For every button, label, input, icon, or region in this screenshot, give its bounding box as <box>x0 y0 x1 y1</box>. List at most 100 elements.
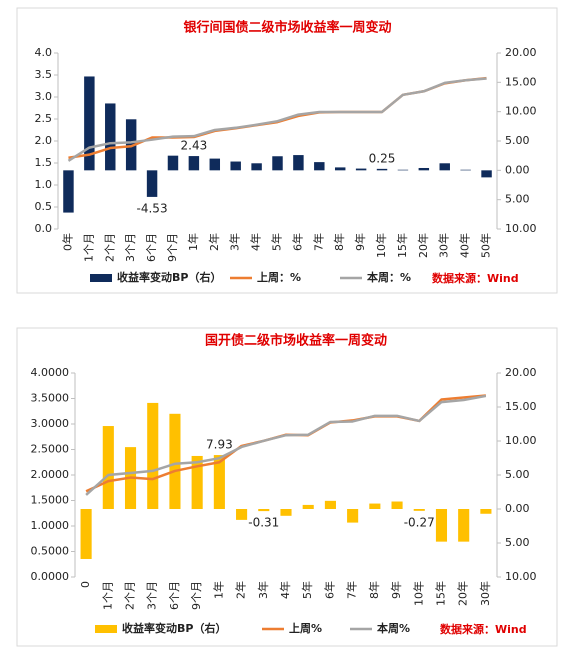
y-tick-label: 1.0000 <box>31 519 70 532</box>
data-label: 7.93 <box>206 438 233 452</box>
data-label: -4.53 <box>137 201 168 215</box>
x-tick-label: 20年 <box>416 233 430 258</box>
y2-tick-label: 0.00 <box>505 502 530 515</box>
x-tick-label: 3个月 <box>146 581 159 610</box>
x-tick-label: 9年 <box>353 233 367 251</box>
bar <box>481 170 492 178</box>
data-label: 2.43 <box>181 139 208 153</box>
bar <box>418 167 430 171</box>
line-series <box>67 77 487 162</box>
bar <box>84 76 95 171</box>
bar <box>167 155 179 171</box>
x-tick-label: 9年 <box>389 581 403 599</box>
bar <box>80 509 92 559</box>
data-label: -0.31 <box>248 516 279 530</box>
bar <box>458 509 470 542</box>
bar <box>147 402 159 509</box>
y2-tick-label: 0.00 <box>505 163 530 176</box>
y2-tick-label: 10.00 <box>505 222 537 235</box>
y2-tick-label: 10.00 <box>505 105 537 118</box>
bar <box>369 503 381 509</box>
data-label: -0.27 <box>404 515 435 529</box>
x-tick-label: 1年 <box>211 581 225 599</box>
line-series <box>85 394 487 493</box>
x-tick-label: 30年 <box>437 233 451 258</box>
y-tick-label: 4.0000 <box>31 366 70 379</box>
x-tick-label: 6年 <box>290 233 304 251</box>
y-tick-label: 4.0 <box>35 46 53 59</box>
x-tick-label: 9个月 <box>190 581 203 610</box>
bar <box>293 155 304 171</box>
y-tick-label: 3.5 <box>35 68 53 81</box>
bar <box>397 169 409 171</box>
x-tick-label: 4年 <box>249 233 263 251</box>
bar <box>251 163 262 171</box>
x-tick-label: 5年 <box>300 581 314 599</box>
legend-label: 本周：% <box>367 270 411 284</box>
y-tick-label: 2.5000 <box>31 443 70 456</box>
y-tick-label: 0.5000 <box>31 545 70 558</box>
source-note: 数据来源：Wind <box>440 622 527 636</box>
bar <box>272 156 283 171</box>
chart-title: 国开债二级市场收益率一周变动 <box>205 333 387 349</box>
y-tick-label: 0.0000 <box>31 570 70 583</box>
x-tick-label: 40年 <box>458 233 472 258</box>
x-tick-label: 10年 <box>411 581 425 606</box>
x-tick-label: 20年 <box>456 581 470 606</box>
bar <box>334 167 346 171</box>
y2-tick-label: 5.00 <box>505 193 530 206</box>
x-tick-label: 5年 <box>270 233 284 251</box>
x-tick-label: 1个月 <box>82 233 95 262</box>
bar <box>236 509 248 520</box>
x-tick-label: 8年 <box>367 581 381 599</box>
bar <box>125 119 137 171</box>
x-tick-label: 50年 <box>479 233 493 258</box>
chart-frame <box>16 327 558 647</box>
bar <box>391 501 403 509</box>
x-tick-label: 2年 <box>207 233 221 251</box>
bar <box>435 509 448 542</box>
bar <box>376 168 388 171</box>
bar <box>230 161 241 171</box>
x-tick-label: 7年 <box>345 581 359 599</box>
y-tick-label: 3.0 <box>35 90 53 103</box>
bar <box>302 504 314 509</box>
x-tick-label: 9个月 <box>166 233 179 262</box>
bar <box>191 455 203 509</box>
x-tick-label: 6个月 <box>168 581 181 610</box>
x-tick-label: 4年 <box>278 581 292 599</box>
bar <box>213 455 225 509</box>
bar <box>480 509 492 514</box>
x-tick-label: 10年 <box>374 233 388 258</box>
bar <box>209 158 221 171</box>
y-tick-label: 0.0 <box>35 222 53 235</box>
bar <box>413 509 425 511</box>
bar <box>355 168 367 171</box>
y2-tick-label: 5.00 <box>505 134 530 147</box>
data-label: 0.25 <box>369 151 396 165</box>
x-tick-label: 2个月 <box>103 233 116 262</box>
y2-tick-label: 5.00 <box>505 536 530 549</box>
legend-swatch <box>95 625 117 633</box>
x-tick-label: 15年 <box>395 233 409 258</box>
x-tick-label: 1年 <box>186 233 200 251</box>
bar <box>63 170 74 213</box>
x-tick-label: 7年 <box>311 233 325 251</box>
bar <box>280 509 292 516</box>
x-tick-label: 3年 <box>256 581 270 599</box>
y2-tick-label: 5.00 <box>505 468 530 481</box>
y2-tick-label: 20.00 <box>505 366 537 379</box>
chart-title: 银行间国债二级市场收益率一周变动 <box>183 20 391 36</box>
source-note: 数据来源：Wind <box>432 271 519 285</box>
y-tick-label: 2.0000 <box>31 468 70 481</box>
y-tick-label: 1.5000 <box>31 494 70 507</box>
y-tick-label: 1.5 <box>35 156 53 169</box>
y-tick-label: 0.5 <box>35 200 53 213</box>
y2-tick-label: 10.00 <box>505 570 537 583</box>
x-tick-label: 1个月 <box>101 581 114 610</box>
legend-label: 收益率变动BP（右） <box>122 621 226 635</box>
x-tick-label: 15年 <box>433 581 447 606</box>
bar <box>102 426 114 509</box>
y-tick-label: 2.0 <box>35 134 53 147</box>
bar <box>105 103 116 171</box>
